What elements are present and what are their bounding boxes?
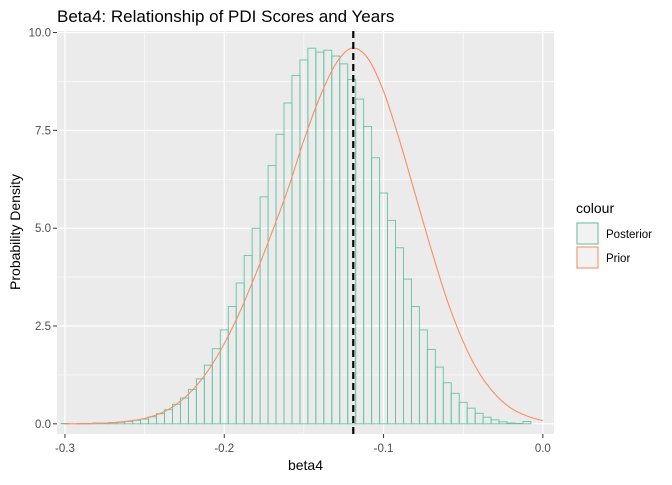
chart-title: Beta4: Relationship of PDI Scores and Ye… (57, 7, 394, 26)
y-tick-label: 5.0 (35, 223, 51, 235)
legend: colour Posterior Prior (576, 200, 652, 269)
x-tick-label: -0.2 (214, 443, 234, 455)
x-tick-label: -0.3 (55, 443, 75, 455)
x-axis: -0.3 -0.2 -0.1 0.0 (55, 434, 551, 455)
legend-key-bg (576, 222, 599, 245)
legend-label: Prior (606, 253, 630, 265)
x-axis-label: beta4 (288, 457, 323, 473)
y-axis: 0.0 2.5 5.0 7.5 10.0 (29, 28, 57, 431)
legend-items: Posterior Prior (576, 222, 652, 269)
y-tick-label: 0.0 (35, 419, 51, 431)
y-tick-label: 10.0 (29, 28, 51, 40)
x-tick-label: 0.0 (535, 443, 551, 455)
y-tick-label: 7.5 (35, 125, 51, 137)
y-axis-label: Probability Density (7, 174, 23, 290)
x-tick-label: -0.1 (374, 443, 394, 455)
legend-key-bg (576, 246, 599, 269)
y-tick-label: 2.5 (35, 321, 51, 333)
legend-label: Posterior (606, 229, 652, 241)
legend-title: colour (576, 200, 614, 216)
histogram-bar (507, 423, 515, 424)
